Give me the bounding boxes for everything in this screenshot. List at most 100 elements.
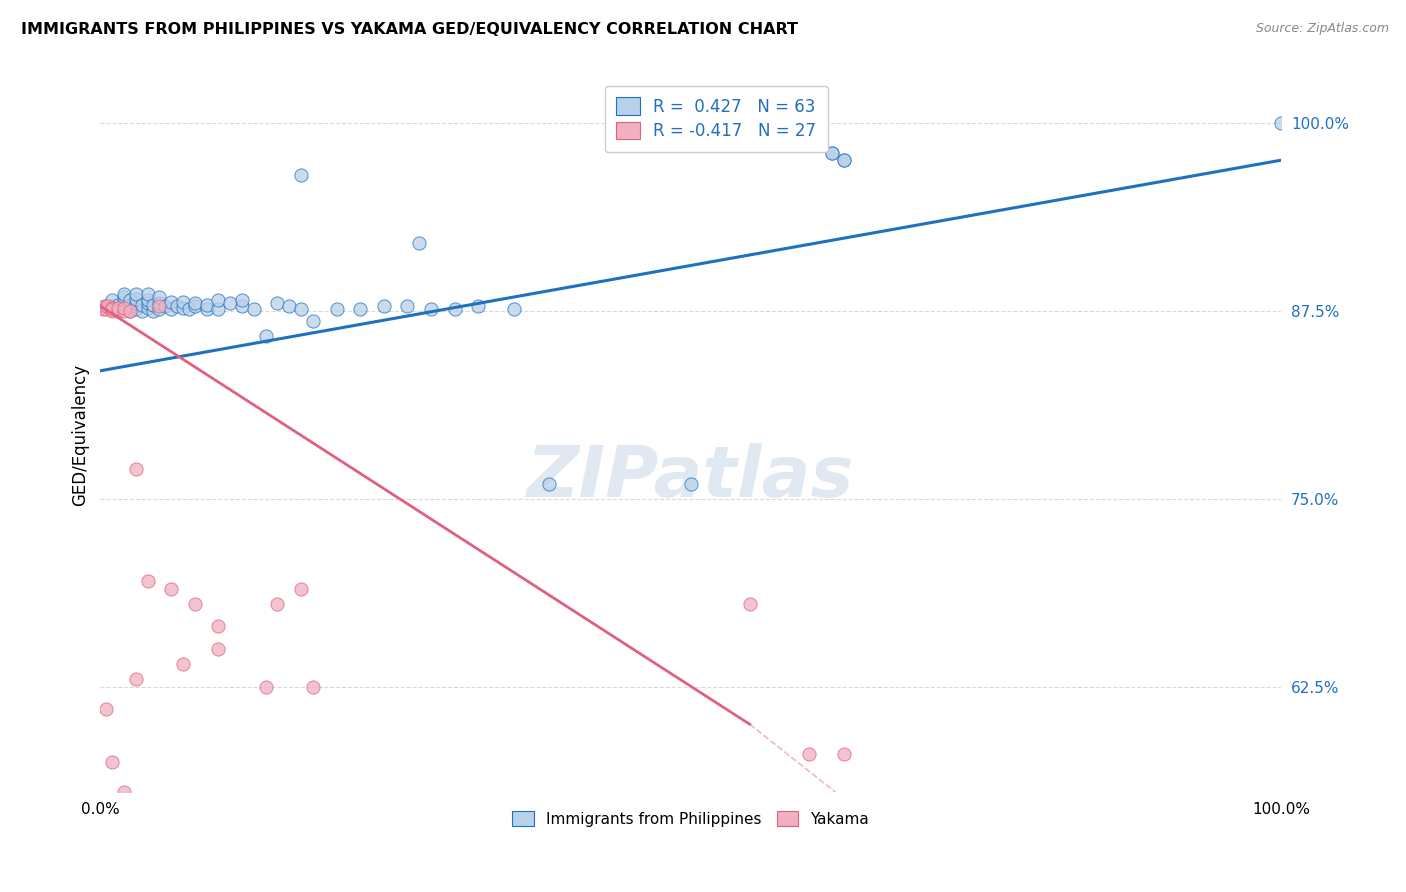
Point [112, 290, 135, 304]
Point [125, 292, 148, 306]
Point [112, 303, 135, 318]
Point [832, 153, 855, 168]
Point [101, 293, 124, 307]
Point [467, 299, 489, 313]
Point [679, 476, 702, 491]
Point [136, 296, 159, 310]
Point [112, 294, 135, 309]
Point [396, 299, 419, 313]
Point [1270, 115, 1292, 129]
Point [408, 235, 430, 250]
Point [148, 302, 170, 317]
Point [142, 297, 165, 311]
Point [101, 299, 124, 313]
Text: ZIPatlas: ZIPatlas [527, 443, 855, 512]
Point [184, 296, 207, 310]
Point [131, 303, 153, 318]
Point [136, 574, 159, 589]
Point [131, 297, 153, 311]
Point [91, 302, 114, 317]
Point [160, 582, 183, 596]
Point [118, 303, 141, 318]
Point [125, 672, 148, 686]
Point [160, 302, 183, 317]
Point [207, 619, 229, 633]
Point [502, 302, 524, 317]
Point [184, 597, 207, 611]
Point [797, 747, 820, 762]
Point [373, 299, 395, 313]
Point [125, 461, 148, 475]
Point [112, 301, 135, 315]
Point [118, 299, 141, 313]
Point [136, 287, 159, 301]
Point [112, 785, 135, 799]
Point [821, 145, 844, 160]
Point [207, 293, 229, 307]
Point [832, 747, 855, 762]
Text: Source: ZipAtlas.com: Source: ZipAtlas.com [1256, 22, 1389, 36]
Point [832, 153, 855, 168]
Point [177, 302, 200, 317]
Point [184, 299, 207, 313]
Point [112, 301, 135, 315]
Point [93, 299, 115, 313]
Point [96, 302, 118, 317]
Point [195, 302, 218, 317]
Y-axis label: GED/Equivalency: GED/Equivalency [72, 364, 89, 506]
Point [172, 301, 194, 315]
Point [443, 302, 465, 317]
Point [278, 299, 301, 313]
Point [738, 597, 761, 611]
Point [125, 287, 148, 301]
Point [107, 301, 129, 315]
Point [420, 302, 443, 317]
Point [266, 296, 288, 310]
Point [136, 293, 159, 307]
Point [101, 302, 124, 317]
Point [101, 303, 124, 318]
Point [290, 302, 312, 317]
Point [243, 302, 266, 317]
Point [148, 290, 170, 304]
Point [207, 302, 229, 317]
Point [96, 702, 118, 716]
Point [101, 301, 124, 315]
Point [125, 299, 148, 313]
Point [231, 299, 253, 313]
Point [349, 302, 371, 317]
Point [172, 657, 194, 672]
Point [112, 287, 135, 301]
Text: IMMIGRANTS FROM PHILIPPINES VS YAKAMA GED/EQUIVALENCY CORRELATION CHART: IMMIGRANTS FROM PHILIPPINES VS YAKAMA GE… [21, 22, 799, 37]
Point [290, 582, 312, 596]
Point [537, 476, 560, 491]
Point [148, 296, 170, 310]
Point [302, 680, 325, 694]
Point [148, 299, 170, 313]
Legend: Immigrants from Philippines, Yakama: Immigrants from Philippines, Yakama [505, 803, 877, 834]
Point [107, 297, 129, 311]
Point [231, 293, 253, 307]
Point [266, 597, 288, 611]
Point [821, 145, 844, 160]
Point [101, 755, 124, 769]
Point [254, 329, 277, 343]
Point [136, 301, 159, 315]
Point [107, 303, 129, 318]
Point [254, 680, 277, 694]
Point [155, 299, 177, 313]
Point [325, 302, 347, 317]
Point [195, 297, 218, 311]
Point [166, 299, 188, 313]
Point [125, 302, 148, 317]
Point [207, 642, 229, 657]
Point [125, 296, 148, 310]
Point [219, 296, 242, 310]
Point [118, 293, 141, 307]
Point [302, 314, 325, 328]
Point [142, 303, 165, 318]
Point [160, 294, 183, 309]
Point [96, 299, 118, 313]
Point [118, 303, 141, 318]
Point [172, 294, 194, 309]
